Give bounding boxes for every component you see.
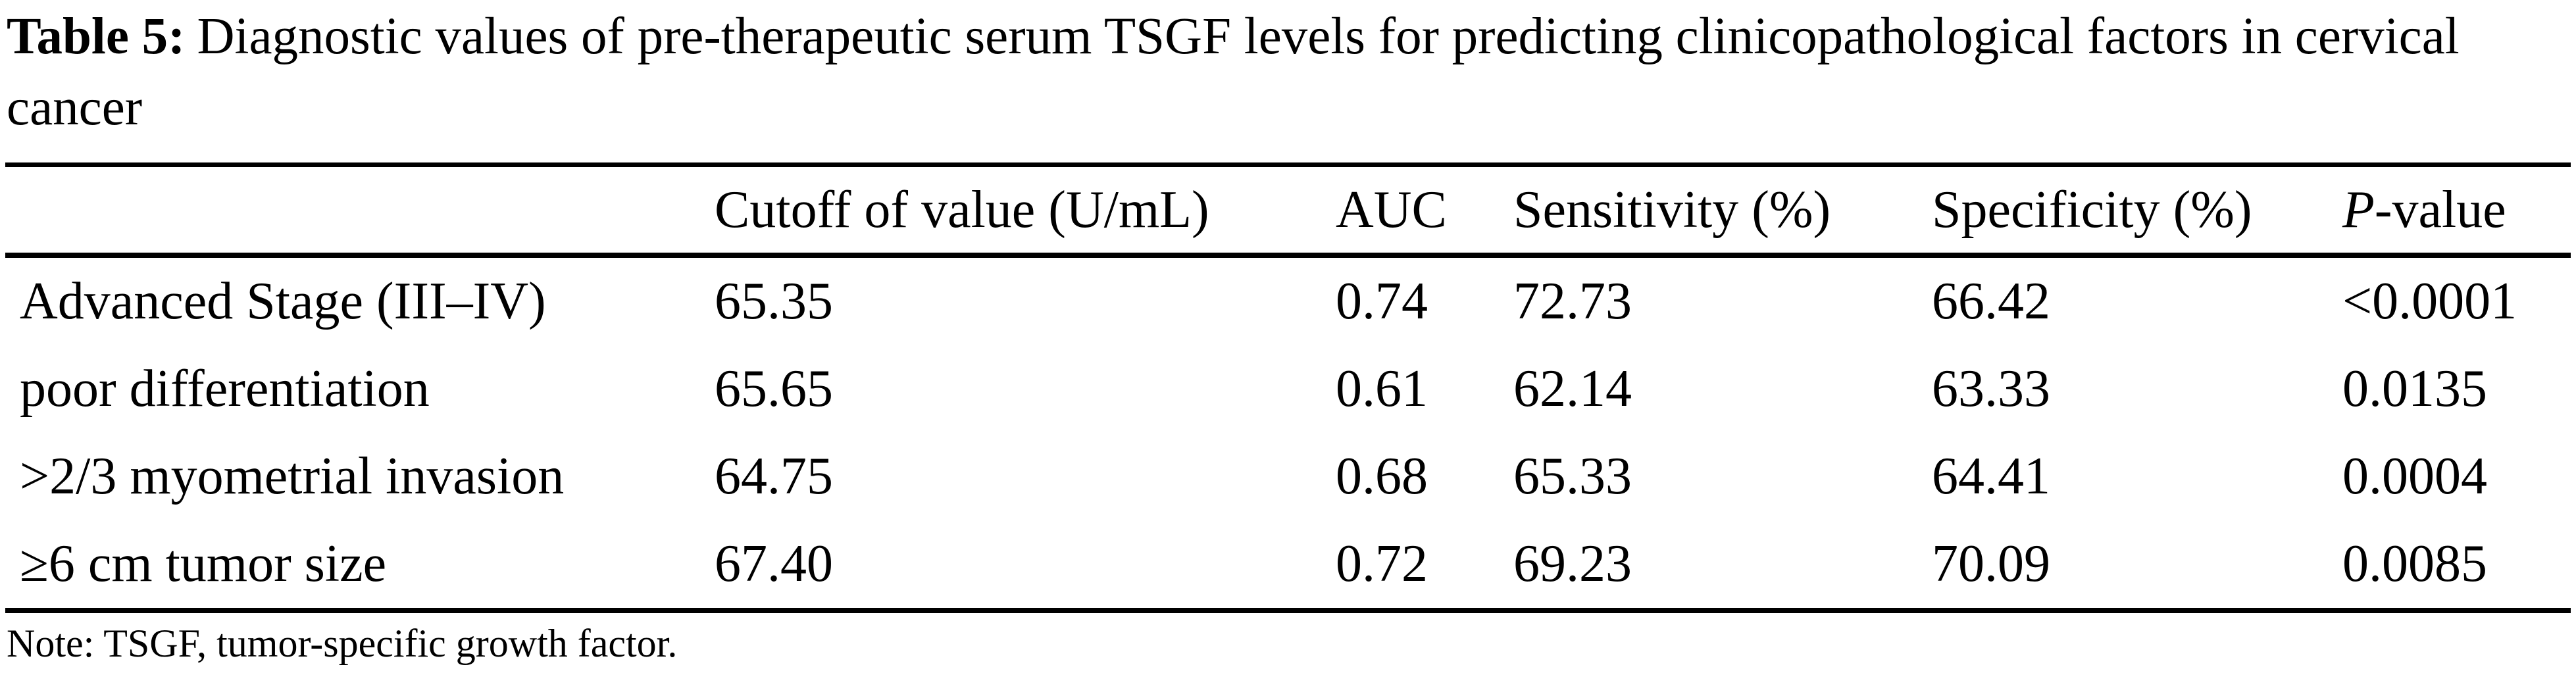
header-cell-auc: AUC bbox=[1336, 180, 1447, 239]
header-cell-sensitivity: Sensitivity (%) bbox=[1513, 180, 1831, 239]
table-row: Advanced Stage (III–IV) 65.35 0.74 72.73… bbox=[0, 258, 2576, 345]
table-caption-number: Table 5: bbox=[7, 8, 186, 65]
pvalue-suffix: -value bbox=[2374, 180, 2506, 239]
sensitivity-value: 62.14 bbox=[1513, 360, 1632, 418]
sensitivity-value: 72.73 bbox=[1513, 272, 1632, 330]
cutoff-value: 67.40 bbox=[715, 535, 833, 593]
row-label: >2/3 myometrial invasion bbox=[20, 447, 565, 505]
auc-value: 0.61 bbox=[1336, 360, 1428, 418]
pvalue-p-symbol: P bbox=[2342, 180, 2375, 239]
sensitivity-value: 65.33 bbox=[1513, 447, 1632, 505]
table-header-row: Cutoff of value (U/mL) AUC Sensitivity (… bbox=[0, 167, 2576, 253]
p-value: 0.0085 bbox=[2342, 535, 2487, 593]
table-header-rule bbox=[5, 253, 2571, 258]
p-value: <0.0001 bbox=[2342, 272, 2517, 330]
specificity-value: 64.41 bbox=[1932, 447, 2050, 505]
table-row: poor differentiation 65.65 0.61 62.14 63… bbox=[0, 345, 2576, 433]
table-bottom-rule bbox=[5, 608, 2571, 613]
auc-value: 0.72 bbox=[1336, 535, 1428, 593]
header-cell-cutoff: Cutoff of value (U/mL) bbox=[715, 180, 1209, 239]
cutoff-value: 64.75 bbox=[715, 447, 833, 505]
table-top-rule bbox=[5, 162, 2571, 167]
row-label: Advanced Stage (III–IV) bbox=[20, 272, 546, 330]
cutoff-value: 65.35 bbox=[715, 272, 833, 330]
specificity-value: 70.09 bbox=[1932, 535, 2050, 593]
header-cell-pvalue: P-value bbox=[2342, 180, 2576, 240]
specificity-value: 66.42 bbox=[1932, 272, 2050, 330]
table-caption-text: Diagnostic values of pre-therapeutic ser… bbox=[7, 8, 2460, 136]
table-row: ≥6 cm tumor size 67.40 0.72 69.23 70.09 … bbox=[0, 520, 2576, 608]
row-label: poor differentiation bbox=[20, 360, 430, 418]
table-caption: Table 5: Diagnostic values of pre-therape… bbox=[7, 1, 2573, 143]
header-cell-specificity: Specificity (%) bbox=[1932, 180, 2252, 239]
table-row: >2/3 myometrial invasion 64.75 0.68 65.3… bbox=[0, 433, 2576, 520]
specificity-value: 63.33 bbox=[1932, 360, 2050, 418]
row-label: ≥6 cm tumor size bbox=[20, 535, 387, 593]
auc-value: 0.74 bbox=[1336, 272, 1428, 330]
table-footnote: Note: TSGF, tumor-specific growth factor… bbox=[7, 622, 678, 665]
auc-value: 0.68 bbox=[1336, 447, 1428, 505]
sensitivity-value: 69.23 bbox=[1513, 535, 1632, 593]
cutoff-value: 65.65 bbox=[715, 360, 833, 418]
p-value: 0.0004 bbox=[2342, 447, 2487, 505]
p-value: 0.0135 bbox=[2342, 360, 2487, 418]
